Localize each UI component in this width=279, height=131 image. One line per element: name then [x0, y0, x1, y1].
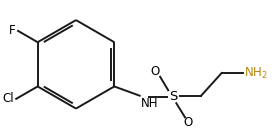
Text: NH$_2$: NH$_2$	[244, 66, 268, 81]
Text: NH: NH	[141, 97, 158, 110]
Text: F: F	[9, 24, 16, 37]
Text: Cl: Cl	[3, 92, 14, 105]
Text: S: S	[169, 90, 177, 103]
Text: O: O	[184, 116, 193, 129]
Text: O: O	[151, 65, 160, 78]
